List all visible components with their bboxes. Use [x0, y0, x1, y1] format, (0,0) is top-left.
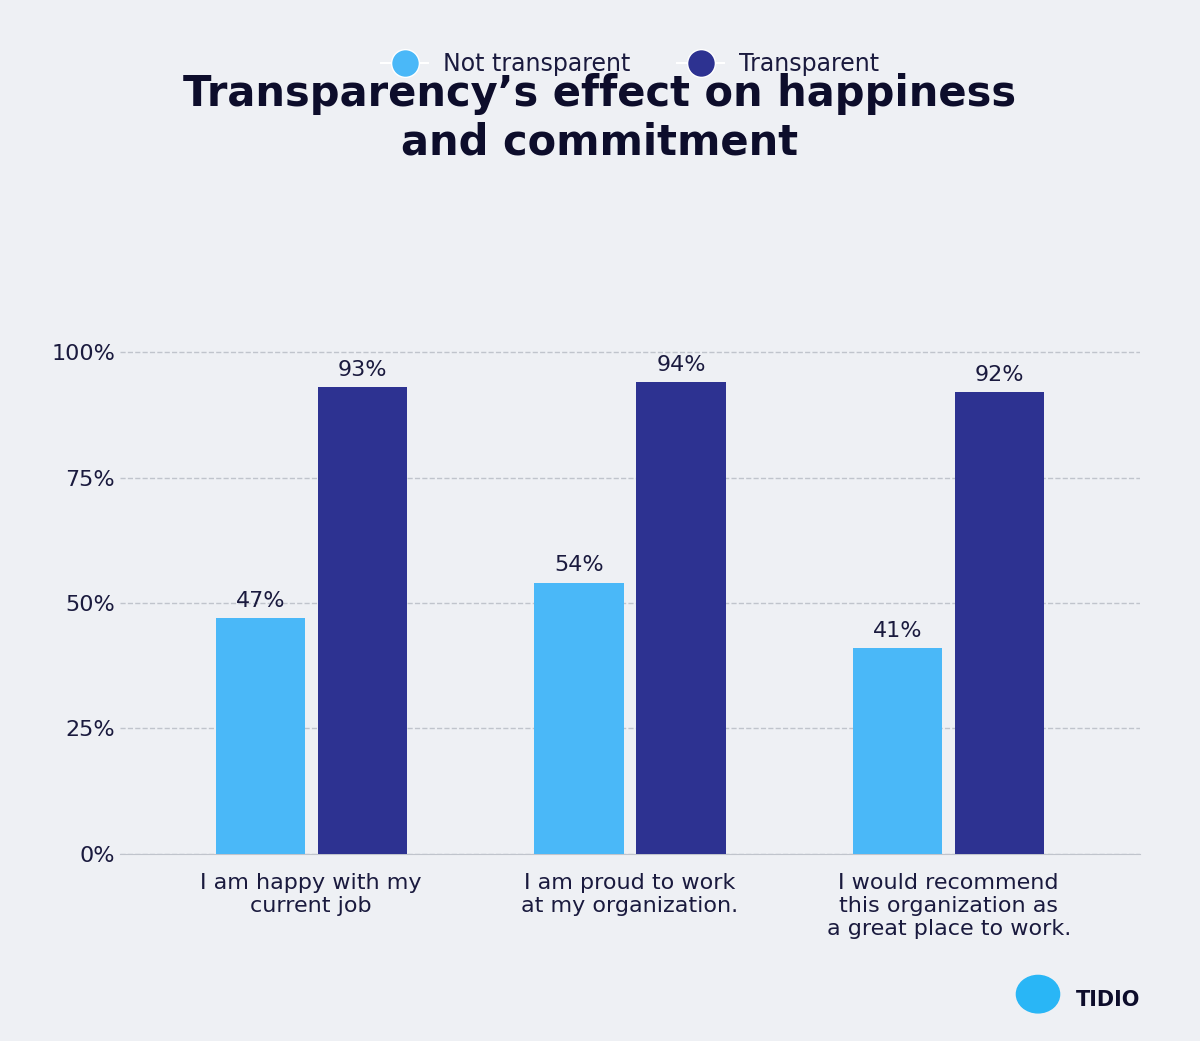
Bar [853, 649, 942, 854]
Bar [955, 392, 1044, 854]
Text: 41%: 41% [874, 620, 923, 640]
Text: Transparency’s effect on happiness
and commitment: Transparency’s effect on happiness and c… [184, 73, 1016, 163]
Bar [636, 382, 726, 854]
Bar [534, 583, 624, 854]
Bar [318, 387, 407, 854]
Text: 54%: 54% [554, 556, 604, 576]
Circle shape [1016, 975, 1060, 1013]
Text: 93%: 93% [337, 360, 386, 380]
Text: 92%: 92% [974, 365, 1025, 385]
Text: 94%: 94% [656, 355, 706, 375]
Text: TIDIO: TIDIO [1075, 990, 1140, 1010]
Legend: Not transparent, Transparent: Not transparent, Transparent [372, 43, 888, 85]
Bar [216, 618, 305, 854]
Text: 47%: 47% [235, 590, 286, 610]
